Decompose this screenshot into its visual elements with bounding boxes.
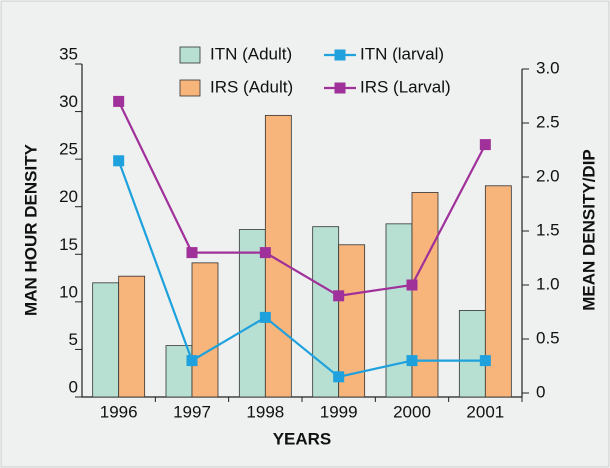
y-axis-title: MAN HOUR DENSITY — [21, 143, 40, 316]
y2-tick-label: 0.5 — [536, 328, 560, 347]
line-marker — [259, 247, 271, 259]
bar — [165, 345, 193, 398]
y-tick-label: 20 — [59, 187, 78, 206]
x-tick-label: 1996 — [100, 402, 138, 421]
legend-swatch — [179, 79, 201, 97]
bar — [385, 223, 413, 398]
line-marker — [333, 290, 345, 302]
y-tick-label: 15 — [59, 235, 78, 254]
line — [117, 100, 487, 297]
y2-tick-label: 1.5 — [536, 220, 560, 239]
legend-label: IRS (Adult) — [210, 77, 293, 96]
y-tick-label: 35 — [59, 44, 78, 63]
bar — [191, 262, 219, 398]
y2-tick-label: 3.0 — [536, 58, 560, 77]
x-tick-label: 1998 — [246, 402, 284, 421]
legend-label: ITN (larval) — [360, 44, 444, 63]
line-marker — [186, 247, 198, 259]
legend-marker — [334, 49, 346, 61]
legend-label: ITN (Adult) — [210, 44, 292, 63]
y-tick-label: 30 — [59, 92, 78, 111]
x-axis-title: YEARS — [273, 429, 332, 448]
line-marker — [186, 355, 198, 367]
legend-marker — [334, 82, 346, 94]
legend-swatch — [179, 46, 201, 64]
line-marker — [479, 139, 491, 151]
y2-tick-label: 0 — [536, 382, 545, 401]
bar — [118, 275, 146, 398]
legend-label: IRS (Larval) — [360, 77, 451, 96]
bar — [312, 226, 340, 398]
y-tick-label: 0 — [69, 377, 78, 396]
x-tick-label: 1997 — [173, 402, 211, 421]
y2-tick-label: 2.0 — [536, 166, 560, 185]
line-marker — [259, 311, 271, 323]
line-marker — [406, 355, 418, 367]
line-marker — [113, 155, 125, 167]
y2-tick-label: 1.0 — [536, 274, 560, 293]
bar — [92, 282, 120, 398]
x-tick-label: 2001 — [466, 402, 504, 421]
y-tick-label: 5 — [69, 330, 78, 349]
bar — [458, 310, 486, 398]
y2-axis-title: MEAN DENSITY/DIP — [579, 149, 598, 311]
y-tick-label: 25 — [59, 140, 78, 159]
line-marker — [113, 95, 125, 107]
bar — [411, 192, 439, 398]
line-marker — [479, 355, 491, 367]
y2-tick-label: 2.5 — [536, 112, 560, 131]
line-marker — [333, 371, 345, 383]
y-tick-label: 10 — [59, 282, 78, 301]
x-tick-label: 1999 — [320, 402, 358, 421]
line-marker — [406, 279, 418, 291]
line — [117, 160, 486, 378]
x-tick-label: 2000 — [393, 402, 431, 421]
